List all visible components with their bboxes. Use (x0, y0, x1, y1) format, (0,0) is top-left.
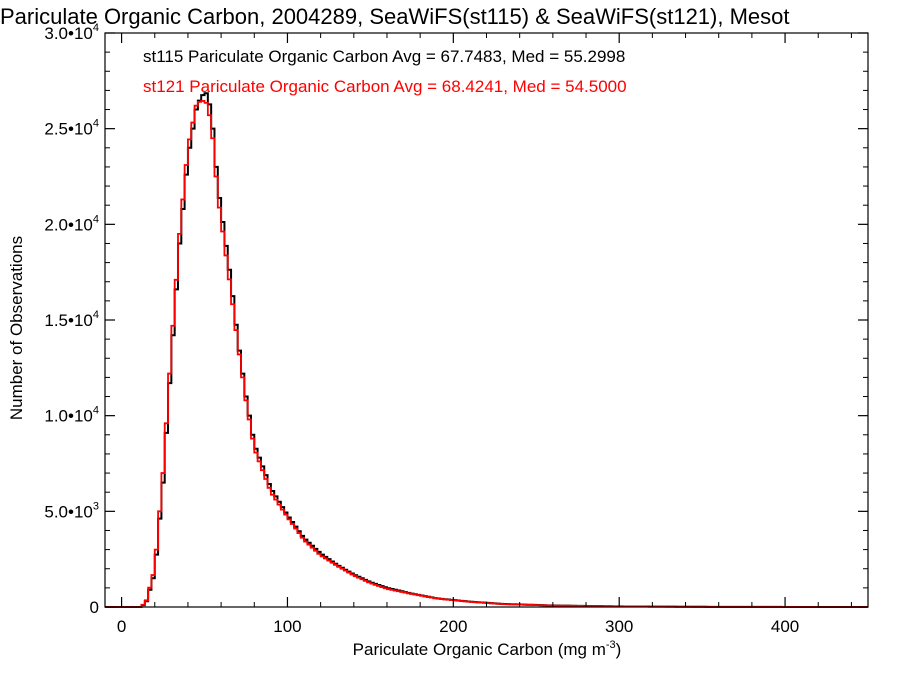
y-tick-label: 1.0•104 (44, 405, 99, 426)
series-line-st115 (105, 92, 868, 608)
chart-title: Pariculate Organic Carbon, 2004289, SeaW… (0, 4, 790, 29)
x-tick-label: 200 (439, 617, 467, 636)
x-tick-label: 400 (771, 617, 799, 636)
x-axis-label-superscript: -3 (606, 639, 616, 651)
x-axis-label-text: Pariculate Organic Carbon (mg m (353, 640, 606, 659)
y-axis: 0 5.0•103 1.0•104 1.5•104 2.0•104 2.5•104 3.0•… (44, 22, 868, 617)
y-tick-label: 1.5•104 (44, 309, 99, 330)
x-axis: 0 100 200 300 400 (117, 33, 852, 636)
y-tick-label: 2.0•104 (44, 213, 99, 234)
series-line-st121 (105, 100, 868, 608)
y-axis-label: Number of Observations (7, 236, 26, 420)
series-layer (105, 92, 868, 608)
y-tick-label: 5.0•103 (44, 500, 99, 521)
x-tick-label: 300 (605, 617, 633, 636)
y-tick-label: 3.0•104 (44, 22, 99, 43)
x-axis-label-end: ) (616, 640, 622, 659)
x-tick-label: 0 (117, 617, 126, 636)
legend-entry-st121: st121 Pariculate Organic Carbon Avg = 68… (143, 77, 627, 96)
legend: st115 Pariculate Organic Carbon Avg = 67… (143, 47, 627, 96)
y-tick-label: 0 (90, 598, 99, 617)
y-tick-label: 2.5•104 (44, 118, 99, 139)
x-axis-label: Pariculate Organic Carbon (mg m-3) (353, 639, 622, 659)
plot-frame (104, 32, 869, 608)
x-tick-label: 100 (273, 617, 301, 636)
legend-entry-st115: st115 Pariculate Organic Carbon Avg = 67… (143, 47, 625, 66)
